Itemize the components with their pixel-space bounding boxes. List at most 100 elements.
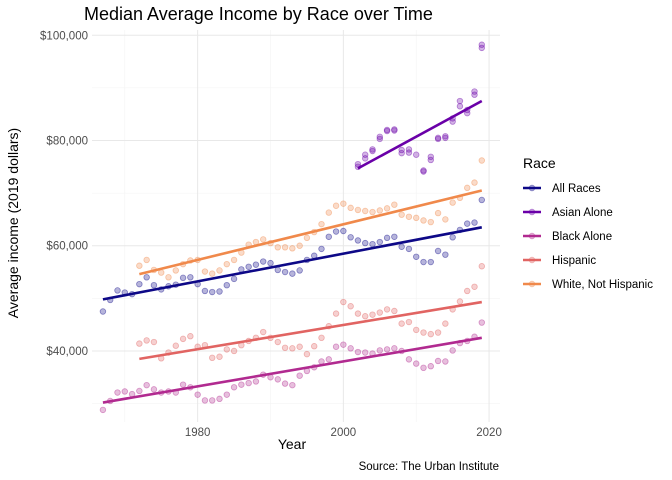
data-point [209, 354, 216, 362]
data-point [289, 381, 296, 389]
data-point [434, 357, 442, 365]
grid [92, 30, 500, 422]
data-point [471, 179, 478, 186]
data-point [274, 266, 281, 274]
data-point [427, 218, 434, 226]
data-point [289, 345, 296, 352]
data-point [143, 256, 150, 264]
data-point [223, 260, 230, 268]
data-point [267, 259, 274, 267]
trend-line [102, 226, 483, 301]
data-point [471, 88, 478, 95]
data-point [340, 200, 347, 207]
data-point [391, 126, 398, 133]
data-point [179, 381, 187, 388]
x-tick-label: 1980 [185, 427, 211, 439]
data-point [150, 386, 158, 393]
data-point [143, 274, 150, 281]
data-point [420, 167, 427, 174]
data-point [464, 184, 471, 192]
legend-items: All Races Asian Alone Black Alone Hispanic W… [523, 183, 653, 291]
data-point [376, 347, 383, 354]
legend-key-point [528, 280, 536, 288]
x-axis-ticks: 1980 2000 2020 [185, 427, 502, 439]
data-point [245, 263, 252, 270]
data-point [405, 149, 413, 156]
data-point [478, 319, 485, 326]
data-point [223, 391, 230, 398]
data-point [405, 245, 413, 253]
data-point [383, 346, 391, 353]
data-point [449, 118, 456, 125]
data-point [449, 347, 456, 354]
data-point [434, 134, 442, 142]
data-point [150, 338, 158, 346]
data-point [325, 356, 332, 363]
data-point [260, 236, 267, 243]
data-point [420, 168, 427, 175]
data-point [296, 267, 303, 274]
data-point [420, 329, 427, 336]
data-point [289, 270, 296, 277]
data-point [383, 126, 391, 134]
data-point [281, 380, 289, 387]
data-point [376, 135, 383, 143]
data-point [442, 320, 449, 327]
data-point [230, 256, 238, 264]
data-point [209, 397, 216, 404]
data-point [464, 220, 471, 227]
data-point [362, 313, 369, 320]
data-point [442, 134, 449, 142]
x-tick-label: 2020 [476, 427, 502, 439]
data-point [456, 97, 464, 105]
x-tick-label: 2000 [331, 427, 357, 439]
data-point [114, 287, 121, 294]
data-point [478, 157, 485, 164]
data-point [362, 207, 369, 215]
data-point [179, 335, 187, 343]
legend-title: Race [523, 155, 556, 171]
data-point [281, 268, 289, 276]
legend-key-point [528, 208, 536, 216]
data-point [391, 127, 398, 134]
data-point [172, 342, 179, 349]
data-point [442, 358, 449, 365]
data-point [354, 348, 362, 356]
data-point [427, 330, 434, 338]
data-point [391, 233, 398, 240]
data-point [398, 320, 405, 327]
legend-label: White, Not Hispanic [552, 279, 653, 291]
data-point [274, 338, 281, 346]
data-point [427, 153, 434, 161]
data-point [442, 216, 449, 223]
data-point [449, 199, 456, 206]
data-point [99, 406, 107, 414]
data-point [230, 384, 238, 391]
data-point [354, 310, 362, 317]
legend-label: All Races [552, 183, 601, 195]
trend-line [139, 300, 482, 361]
data-point [260, 328, 267, 336]
data-point [362, 239, 369, 247]
data-point [376, 238, 383, 246]
data-point [427, 258, 434, 266]
data-point [340, 298, 347, 306]
plot-area [92, 30, 500, 422]
y-tick-label: $100,000 [40, 30, 88, 42]
data-point [136, 340, 143, 347]
data-point [369, 311, 376, 318]
data-point [325, 233, 332, 240]
data-point [332, 228, 340, 235]
data-point [376, 133, 383, 141]
data-point [318, 220, 325, 228]
data-point [165, 274, 172, 281]
data-point [456, 298, 464, 305]
chart-title: Median Average Income by Race over Time [84, 4, 433, 24]
data-point [216, 353, 223, 360]
data-point [99, 308, 107, 315]
data-point [478, 263, 485, 270]
data-point [434, 247, 442, 255]
data-point [354, 237, 362, 244]
data-point [143, 337, 150, 344]
